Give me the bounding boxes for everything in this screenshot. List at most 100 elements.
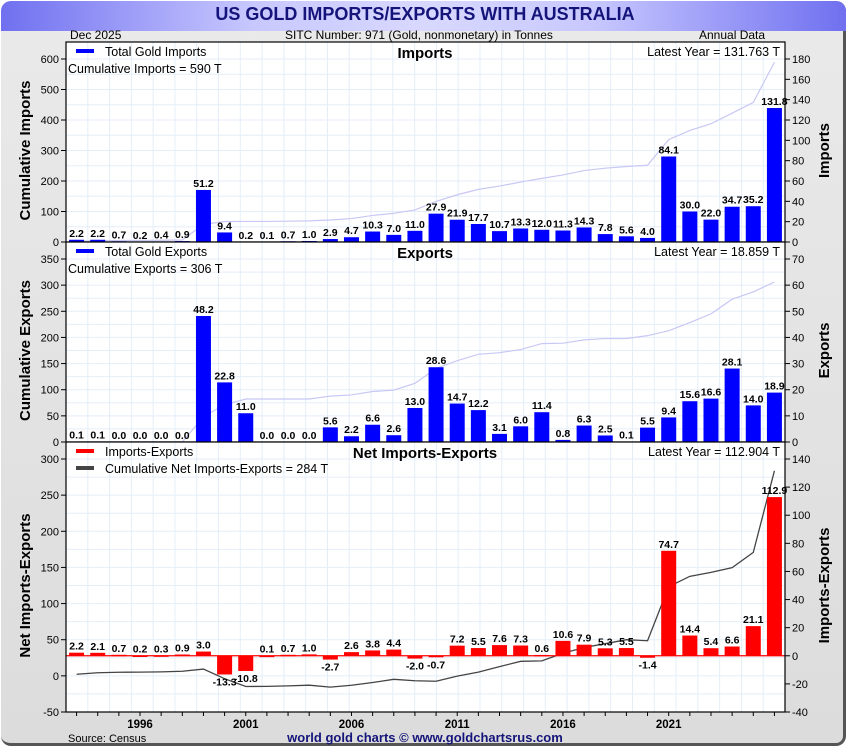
bar-7.8: [597, 234, 613, 242]
bar-value-label: 28.1: [722, 357, 743, 369]
bar-value-label: 22.8: [214, 370, 235, 382]
bar-2.1: [90, 652, 106, 656]
bar-value-label: 15.6: [680, 389, 701, 401]
left-tick-label: 200: [41, 526, 59, 538]
bar-value-label: 2.2: [69, 228, 84, 240]
x-tick-label: 1996: [127, 719, 153, 731]
bar-2.9: [322, 239, 338, 242]
right-tick-label: 40: [792, 196, 804, 208]
bar-7.0: [386, 234, 402, 242]
left-tick-label: 200: [41, 332, 59, 344]
bar-value-label: 48.2: [193, 304, 214, 316]
bar-4.7: [343, 237, 359, 242]
bar-value-label: 3.1: [492, 422, 507, 434]
bar-112.9: [766, 497, 782, 656]
right-tick-label: 140: [792, 454, 810, 466]
title-bar: [1, 1, 846, 31]
bar-5.5: [618, 648, 634, 656]
bar-value-label: 16.6: [701, 387, 722, 399]
bar-value-label: 12.0: [532, 218, 553, 230]
bar-value-label: 30.0: [680, 200, 701, 212]
left-tick-label: 0: [53, 437, 59, 449]
bar-2.5: [597, 435, 613, 442]
bar-value-label: 0.1: [619, 430, 634, 442]
bar-value-label: 5.3: [598, 636, 613, 648]
bar-value-label: 10.3: [362, 220, 383, 232]
bar--0.7: [428, 655, 444, 658]
bar-4.4: [386, 649, 402, 656]
bar-value-label: 1.0: [302, 642, 317, 654]
bar-value-label: 51.2: [193, 178, 214, 190]
bar-value-label: 14.3: [574, 215, 595, 227]
right-tick-label: 60: [792, 176, 804, 188]
bar-0.7: [280, 654, 296, 657]
bar-value-label: 11.0: [236, 401, 256, 413]
bar-15.6: [682, 401, 698, 442]
bar-value-label: 9.4: [217, 220, 232, 232]
bar-value-label: -1.4: [638, 660, 656, 672]
bar-value-label: 12.2: [468, 398, 489, 410]
bar-value-label: 2.6: [344, 640, 359, 652]
bar-13.0: [407, 408, 423, 442]
left-tick-label: 300: [41, 280, 59, 292]
right-tick-label: 10: [792, 411, 804, 423]
right-tick-label: -20: [792, 679, 808, 691]
bar-value-label: 6.6: [365, 413, 380, 425]
bar-value-label: 21.1: [743, 614, 764, 626]
bar-35.2: [745, 206, 761, 242]
bar-0.1: [259, 655, 275, 658]
latest-year-label: Latest Year = 131.763 T: [647, 45, 780, 59]
left-tick-label: 100: [41, 599, 59, 611]
legend-label: Total Gold Exports: [105, 245, 207, 259]
bar-11.4: [534, 412, 550, 442]
bar-value-label: 17.7: [468, 212, 489, 224]
bar-value-label: 11.4: [532, 400, 552, 412]
bar-value-label: 0.7: [281, 229, 296, 241]
right-tick-label: 20: [792, 217, 804, 229]
bar--13.3: [217, 655, 233, 675]
bar-value-label: 4.0: [640, 226, 655, 238]
bar-6.6: [365, 424, 381, 442]
bar-0.9: [174, 654, 190, 657]
right-axis-title: Imports: [816, 123, 833, 178]
bar-value-label: 28.6: [426, 355, 447, 367]
legend-swatch: [76, 449, 94, 453]
x-tick-label: 2016: [550, 719, 576, 731]
bar-value-label: 11.3: [553, 219, 573, 231]
bar-5.6: [618, 236, 634, 242]
legend-label: Imports-Exports: [105, 445, 193, 459]
right-tick-label: 140: [792, 95, 810, 107]
bar-value-label: -2.0: [406, 661, 424, 673]
bar-value-label: 0.2: [133, 643, 148, 655]
bar-48.2: [195, 315, 211, 442]
left-tick-label: 400: [41, 115, 59, 127]
bar-2.2: [69, 239, 85, 242]
bar-value-label: 0.0: [281, 430, 296, 442]
bar-10.7: [492, 231, 508, 242]
bar-value-label: 0.0: [133, 430, 148, 442]
bar-21.9: [449, 219, 465, 242]
bar--10.8: [238, 655, 254, 671]
chart-title: US GOLD IMPORTS/EXPORTS WITH AUSTRALIA: [215, 4, 635, 24]
bar-value-label: 0.2: [133, 230, 148, 242]
credit-label: world gold charts © www.goldchartsrus.co…: [287, 730, 563, 745]
bar--2.0: [407, 655, 423, 659]
frequency-label: Annual Data: [699, 28, 766, 42]
bar-value-label: 0.9: [175, 229, 190, 241]
bar-value-label: 13.0: [405, 396, 426, 408]
legend-swatch: [76, 249, 94, 253]
bar-value-label: -0.7: [427, 659, 445, 671]
left-tick-label: 0: [53, 671, 59, 683]
bar-value-label: 14.4: [680, 624, 701, 636]
bar-14.3: [576, 227, 592, 242]
bar-4.0: [640, 237, 656, 242]
bar-value-label: 2.6: [386, 423, 401, 435]
right-axis-title: Exports: [816, 323, 833, 379]
bar-value-label: 13.3: [510, 216, 531, 228]
left-axis-title: Cumulative Exports: [17, 280, 34, 421]
bar-value-label: 131.8: [761, 96, 787, 108]
left-tick-label: 50: [47, 411, 59, 423]
bar-3.1: [492, 433, 508, 442]
bar-value-label: 5.5: [640, 416, 655, 428]
